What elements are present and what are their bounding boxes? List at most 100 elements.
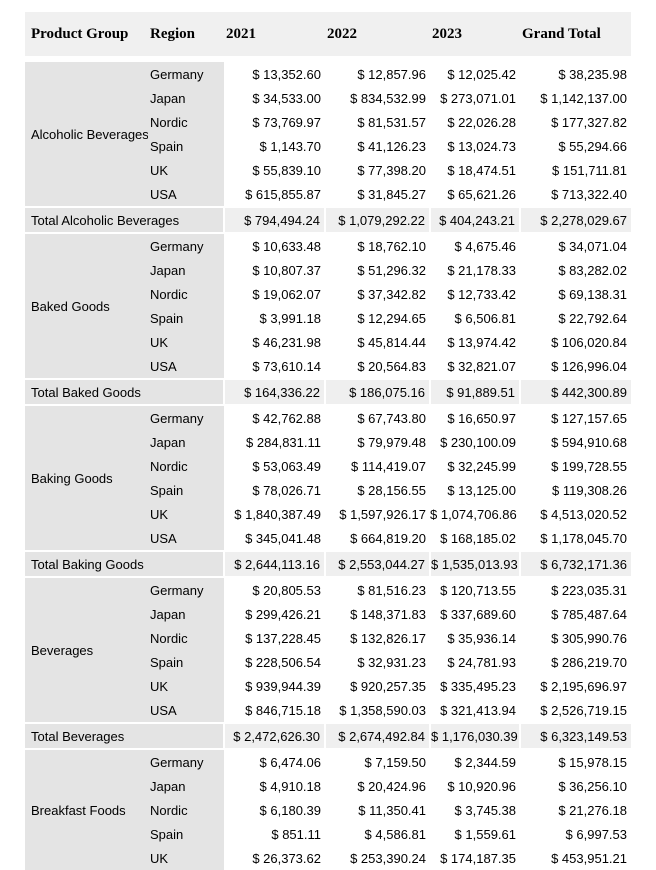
value-cell: $ 20,564.83: [325, 354, 430, 379]
value-cell: $ 132,826.17: [325, 626, 430, 650]
value-cell: $ 174,187.35: [430, 846, 520, 870]
data-row: Japan $ 299,426.21 $ 148,371.83 $ 337,689.6…: [25, 602, 631, 626]
value-cell: $ 13,352.60: [224, 59, 325, 86]
value-cell: $ 2,195,696.97: [520, 674, 631, 698]
data-row: Breakfast Foods Germany $ 6,474.06 $ 7,159.…: [25, 749, 631, 870]
value-cell: $ 1,074,706.86: [430, 502, 520, 526]
column-header-2021: 2021: [224, 12, 325, 62]
data-row: Nordic $ 19,062.07 $ 37,342.82 $ 12,733.42 $…: [25, 282, 631, 306]
region-cell: UK: [148, 674, 224, 698]
value-cell: $ 594,910.68: [520, 430, 631, 454]
value-cell: $ 273,071.01: [430, 86, 520, 110]
data-row: USA $ 345,041.48 $ 664,819.20 $ 168,185.02 $…: [25, 526, 631, 551]
value-cell: $ 6,474.06: [224, 749, 325, 774]
total-row: Total Beverages $ 2,472,626.30 $ 2,674,492…: [25, 722, 631, 750]
value-cell: $ 32,245.99: [430, 454, 520, 478]
data-row: Nordic $ 53,063.49 $ 114,419.07 $ 32,245.99…: [25, 454, 631, 478]
value-cell: $ 286,219.70: [520, 650, 631, 674]
total-label-cell: Total Baking Goods: [25, 550, 224, 578]
value-cell: $ 20,805.53: [224, 577, 325, 602]
value-cell: $ 335,495.23: [430, 674, 520, 698]
product-group-cell: Breakfast Foods: [25, 749, 148, 870]
value-cell: $ 223,035.31: [520, 577, 631, 602]
value-cell: $ 345,041.48: [224, 526, 325, 551]
total-value-cell: $ 2,278,029.67: [519, 206, 631, 234]
value-cell: $ 321,413.94: [430, 698, 520, 723]
value-cell: $ 284,831.11: [224, 430, 325, 454]
data-row: Baking Goods Germany $ 42,762.88 $ 67,743.8…: [25, 405, 631, 551]
value-cell: $ 19,062.07: [224, 282, 325, 306]
data-row: USA $ 615,855.87 $ 31,845.27 $ 65,621.26 $ 7…: [25, 182, 631, 207]
data-row: Baked Goods Germany $ 10,633.48 $ 18,762.10…: [25, 233, 631, 379]
value-cell: $ 120,713.55: [430, 577, 520, 602]
value-cell: $ 228,506.54: [224, 650, 325, 674]
value-cell: $ 12,733.42: [430, 282, 520, 306]
value-cell: $ 2,526,719.15: [520, 698, 631, 723]
total-label-cell: Total Baked Goods: [25, 378, 224, 406]
data-row: UK $ 939,944.39 $ 920,257.35 $ 335,495.23 $ …: [25, 674, 631, 698]
value-cell: $ 18,474.51: [430, 158, 520, 182]
value-cell: $ 13,125.00: [430, 478, 520, 502]
value-cell: $ 34,533.00: [224, 86, 325, 110]
value-cell: $ 4,910.18: [224, 774, 325, 798]
value-cell: $ 11,350.41: [325, 798, 430, 822]
region-cell: Japan: [148, 258, 224, 282]
column-header-product-group: Product Group: [25, 12, 148, 62]
region-cell: Germany: [148, 577, 224, 602]
region-cell: Spain: [148, 134, 224, 158]
value-cell: $ 36,256.10: [520, 774, 631, 798]
region-cell: Germany: [148, 59, 224, 86]
value-cell: $ 6,180.39: [224, 798, 325, 822]
region-cell: USA: [148, 182, 224, 207]
value-cell: $ 10,807.37: [224, 258, 325, 282]
region-cell: UK: [148, 158, 224, 182]
total-value-cell: $ 442,300.89: [519, 378, 631, 406]
region-cell: Nordic: [148, 798, 224, 822]
value-cell: $ 305,990.76: [520, 626, 631, 650]
value-cell: $ 21,178.33: [430, 258, 520, 282]
data-row: Japan $ 4,910.18 $ 20,424.96 $ 10,920.96 $ 3…: [25, 774, 631, 798]
total-value-cell: $ 2,472,626.30: [223, 722, 325, 750]
value-cell: $ 3,991.18: [224, 306, 325, 330]
value-cell: $ 2,344.59: [430, 749, 520, 774]
total-value-cell: $ 404,243.21: [429, 206, 520, 234]
total-value-cell: $ 2,553,044.27: [324, 550, 430, 578]
value-cell: $ 199,728.55: [520, 454, 631, 478]
column-header-2022: 2022: [325, 12, 430, 62]
value-cell: $ 1,143.70: [224, 134, 325, 158]
value-cell: $ 78,026.71: [224, 478, 325, 502]
value-cell: $ 834,532.99: [325, 86, 430, 110]
value-cell: $ 106,020.84: [520, 330, 631, 354]
total-value-cell: $ 164,336.22: [223, 378, 325, 406]
value-cell: $ 7,159.50: [325, 749, 430, 774]
value-cell: $ 1,559.61: [430, 822, 520, 846]
value-cell: $ 69,138.31: [520, 282, 631, 306]
data-row: Spain $ 228,506.54 $ 32,931.23 $ 24,781.93 $…: [25, 650, 631, 674]
total-value-cell: $ 6,323,149.53: [519, 722, 631, 750]
data-row: Spain $ 78,026.71 $ 28,156.55 $ 13,125.00 $ …: [25, 478, 631, 502]
value-cell: $ 10,633.48: [224, 233, 325, 258]
region-cell: Germany: [148, 233, 224, 258]
value-cell: $ 137,228.45: [224, 626, 325, 650]
value-cell: $ 55,294.66: [520, 134, 631, 158]
value-cell: $ 177,327.82: [520, 110, 631, 134]
region-cell: Spain: [148, 650, 224, 674]
value-cell: $ 32,821.07: [430, 354, 520, 379]
value-cell: $ 4,586.81: [325, 822, 430, 846]
value-cell: $ 15,978.15: [520, 749, 631, 774]
total-label-cell: Total Alcoholic Beverages: [25, 206, 224, 234]
header-row: Product Group Region 2021 2022 2023 Gran…: [25, 12, 631, 62]
region-cell: Nordic: [148, 626, 224, 650]
region-cell: UK: [148, 846, 224, 870]
column-header-region: Region: [148, 12, 224, 62]
value-cell: $ 1,597,926.17: [325, 502, 430, 526]
data-row: UK $ 26,373.62 $ 253,390.24 $ 174,187.35 $ 4…: [25, 846, 631, 870]
pivot-table-header: Product Group Region 2021 2022 2023 Gran…: [25, 12, 631, 62]
data-row: UK $ 46,231.98 $ 45,814.44 $ 13,974.42 $ 106…: [25, 330, 631, 354]
value-cell: $ 299,426.21: [224, 602, 325, 626]
product-group-cell: Beverages: [25, 577, 148, 723]
total-row: Total Baking Goods $ 2,644,113.16 $ 2,553,…: [25, 550, 631, 578]
value-cell: $ 28,156.55: [325, 478, 430, 502]
value-cell: $ 38,235.98: [520, 59, 631, 86]
value-cell: $ 785,487.64: [520, 602, 631, 626]
